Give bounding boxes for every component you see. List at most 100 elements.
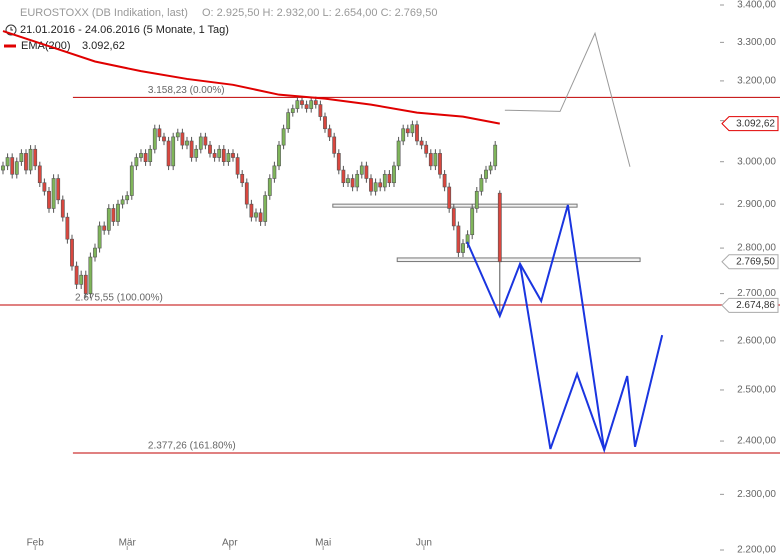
candle-body <box>139 153 143 158</box>
candle-body <box>70 238 74 267</box>
candle-body <box>24 153 28 171</box>
candle-body <box>258 212 263 222</box>
chart-subtitle: 21.01.2016 - 24.06.2016 (5 Monate, 1 Tag… <box>20 24 229 36</box>
candle-body <box>355 173 360 188</box>
candle-body <box>74 265 79 285</box>
candle-body <box>180 132 185 146</box>
clock-icon <box>5 24 17 36</box>
candle-body <box>447 186 452 209</box>
candle-body <box>231 153 235 158</box>
candle-body <box>254 212 258 218</box>
price-tag <box>721 297 779 313</box>
candle-body <box>497 192 502 263</box>
support-zone <box>396 257 641 263</box>
y-tick-label: 2.600,00 <box>737 335 776 346</box>
candle-body <box>152 128 157 150</box>
ema-line <box>2 30 500 125</box>
candle-body <box>470 208 475 236</box>
candle-body <box>79 274 84 285</box>
candle-body <box>5 157 10 167</box>
candle-body <box>369 178 373 192</box>
candle-body <box>14 161 19 175</box>
clock-hand <box>10 27 13 31</box>
candle-body <box>341 169 346 184</box>
candle-body <box>364 165 369 179</box>
y-tick-label: 2.500,00 <box>737 385 776 396</box>
candle-body <box>479 178 484 192</box>
ohlc-text: O: 2.925,50 H: 2.932,00 L: 2.654,00 C: 2… <box>202 7 437 19</box>
candle-body <box>226 153 231 162</box>
projection-line <box>519 263 664 454</box>
candle-body <box>125 195 130 201</box>
candle-body <box>203 136 208 146</box>
candle-body <box>392 165 396 184</box>
candle-body <box>134 157 139 167</box>
price-tag <box>721 254 779 270</box>
y-tick-label: 2.900,00 <box>737 199 776 210</box>
candle-body <box>157 128 162 138</box>
y-tick-label: 2.400,00 <box>737 436 776 447</box>
candle-body <box>373 182 378 192</box>
candle-body <box>336 153 341 171</box>
candle-body <box>290 108 295 113</box>
candle-body <box>424 144 429 154</box>
candle-body <box>419 140 424 146</box>
candle-body <box>88 256 93 294</box>
candle-body <box>148 148 153 162</box>
candle-body <box>83 274 88 294</box>
candle-body <box>97 225 102 249</box>
candle-body <box>387 173 392 184</box>
candle-body <box>129 165 134 196</box>
candle-body <box>451 208 456 227</box>
candle-body <box>438 153 442 175</box>
candle-body <box>428 153 433 167</box>
x-tick-label: Apr <box>222 538 238 549</box>
candle-body <box>106 208 111 231</box>
candle-body <box>33 148 38 167</box>
candle-body <box>382 173 387 188</box>
y-tick-label: 2.800,00 <box>737 243 776 254</box>
y-tick-label: 3.000,00 <box>737 156 776 167</box>
price-tag-label: 3.092,62 <box>736 118 775 129</box>
candle-body <box>300 100 304 105</box>
candle-body <box>474 190 479 209</box>
candle-body <box>461 243 465 253</box>
legend-value: 3.092,62 <box>82 40 125 52</box>
candle-body <box>442 173 447 188</box>
candle-body <box>488 165 493 171</box>
x-tick-label: Jun <box>416 538 432 549</box>
candle-body <box>272 165 277 179</box>
candle-body <box>281 128 286 146</box>
candle-body <box>93 247 97 258</box>
candle-body <box>304 104 309 109</box>
candle-body <box>378 182 383 188</box>
y-tick-label: 3.300,00 <box>737 37 776 48</box>
candle-body <box>175 132 180 138</box>
y-tick-label: 3.200,00 <box>737 76 776 87</box>
candle-body <box>1 165 5 171</box>
candle-body <box>208 144 212 154</box>
candle-body <box>111 208 116 222</box>
candle-body <box>162 136 166 142</box>
candle-body <box>240 173 245 184</box>
y-tick-label: 2.300,00 <box>737 489 776 500</box>
candle-body <box>171 136 176 167</box>
x-tick-label: Mai <box>315 538 331 549</box>
candle-body <box>37 165 42 184</box>
candle-body <box>102 225 107 231</box>
price-tag-label: 2.769,50 <box>736 256 775 267</box>
candle-body <box>221 148 226 162</box>
candle-body <box>327 128 332 138</box>
y-tick-label: 2.200,00 <box>737 545 776 554</box>
candle-body <box>116 203 120 222</box>
candle-body <box>65 216 70 240</box>
candle-body <box>396 140 401 167</box>
fib-label: 2.675,55 (100.00%) <box>75 293 163 304</box>
candle-body <box>212 153 217 158</box>
candle-body <box>456 225 461 253</box>
candle-body <box>323 116 327 130</box>
candle-body <box>47 190 51 209</box>
y-tick-label: 2.700,00 <box>737 288 776 299</box>
candle-body <box>143 153 148 162</box>
